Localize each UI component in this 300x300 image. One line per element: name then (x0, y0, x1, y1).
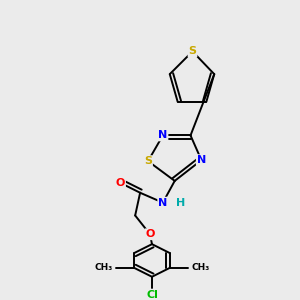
Text: CH₃: CH₃ (191, 263, 210, 272)
Text: O: O (116, 178, 125, 188)
Text: S: S (144, 156, 152, 166)
Text: N: N (158, 198, 167, 208)
Text: H: H (176, 198, 185, 208)
Text: S: S (188, 46, 196, 56)
Text: Cl: Cl (146, 290, 158, 300)
Text: CH₃: CH₃ (94, 263, 112, 272)
Text: N: N (158, 130, 167, 140)
Text: O: O (145, 229, 155, 239)
Text: N: N (197, 155, 206, 165)
